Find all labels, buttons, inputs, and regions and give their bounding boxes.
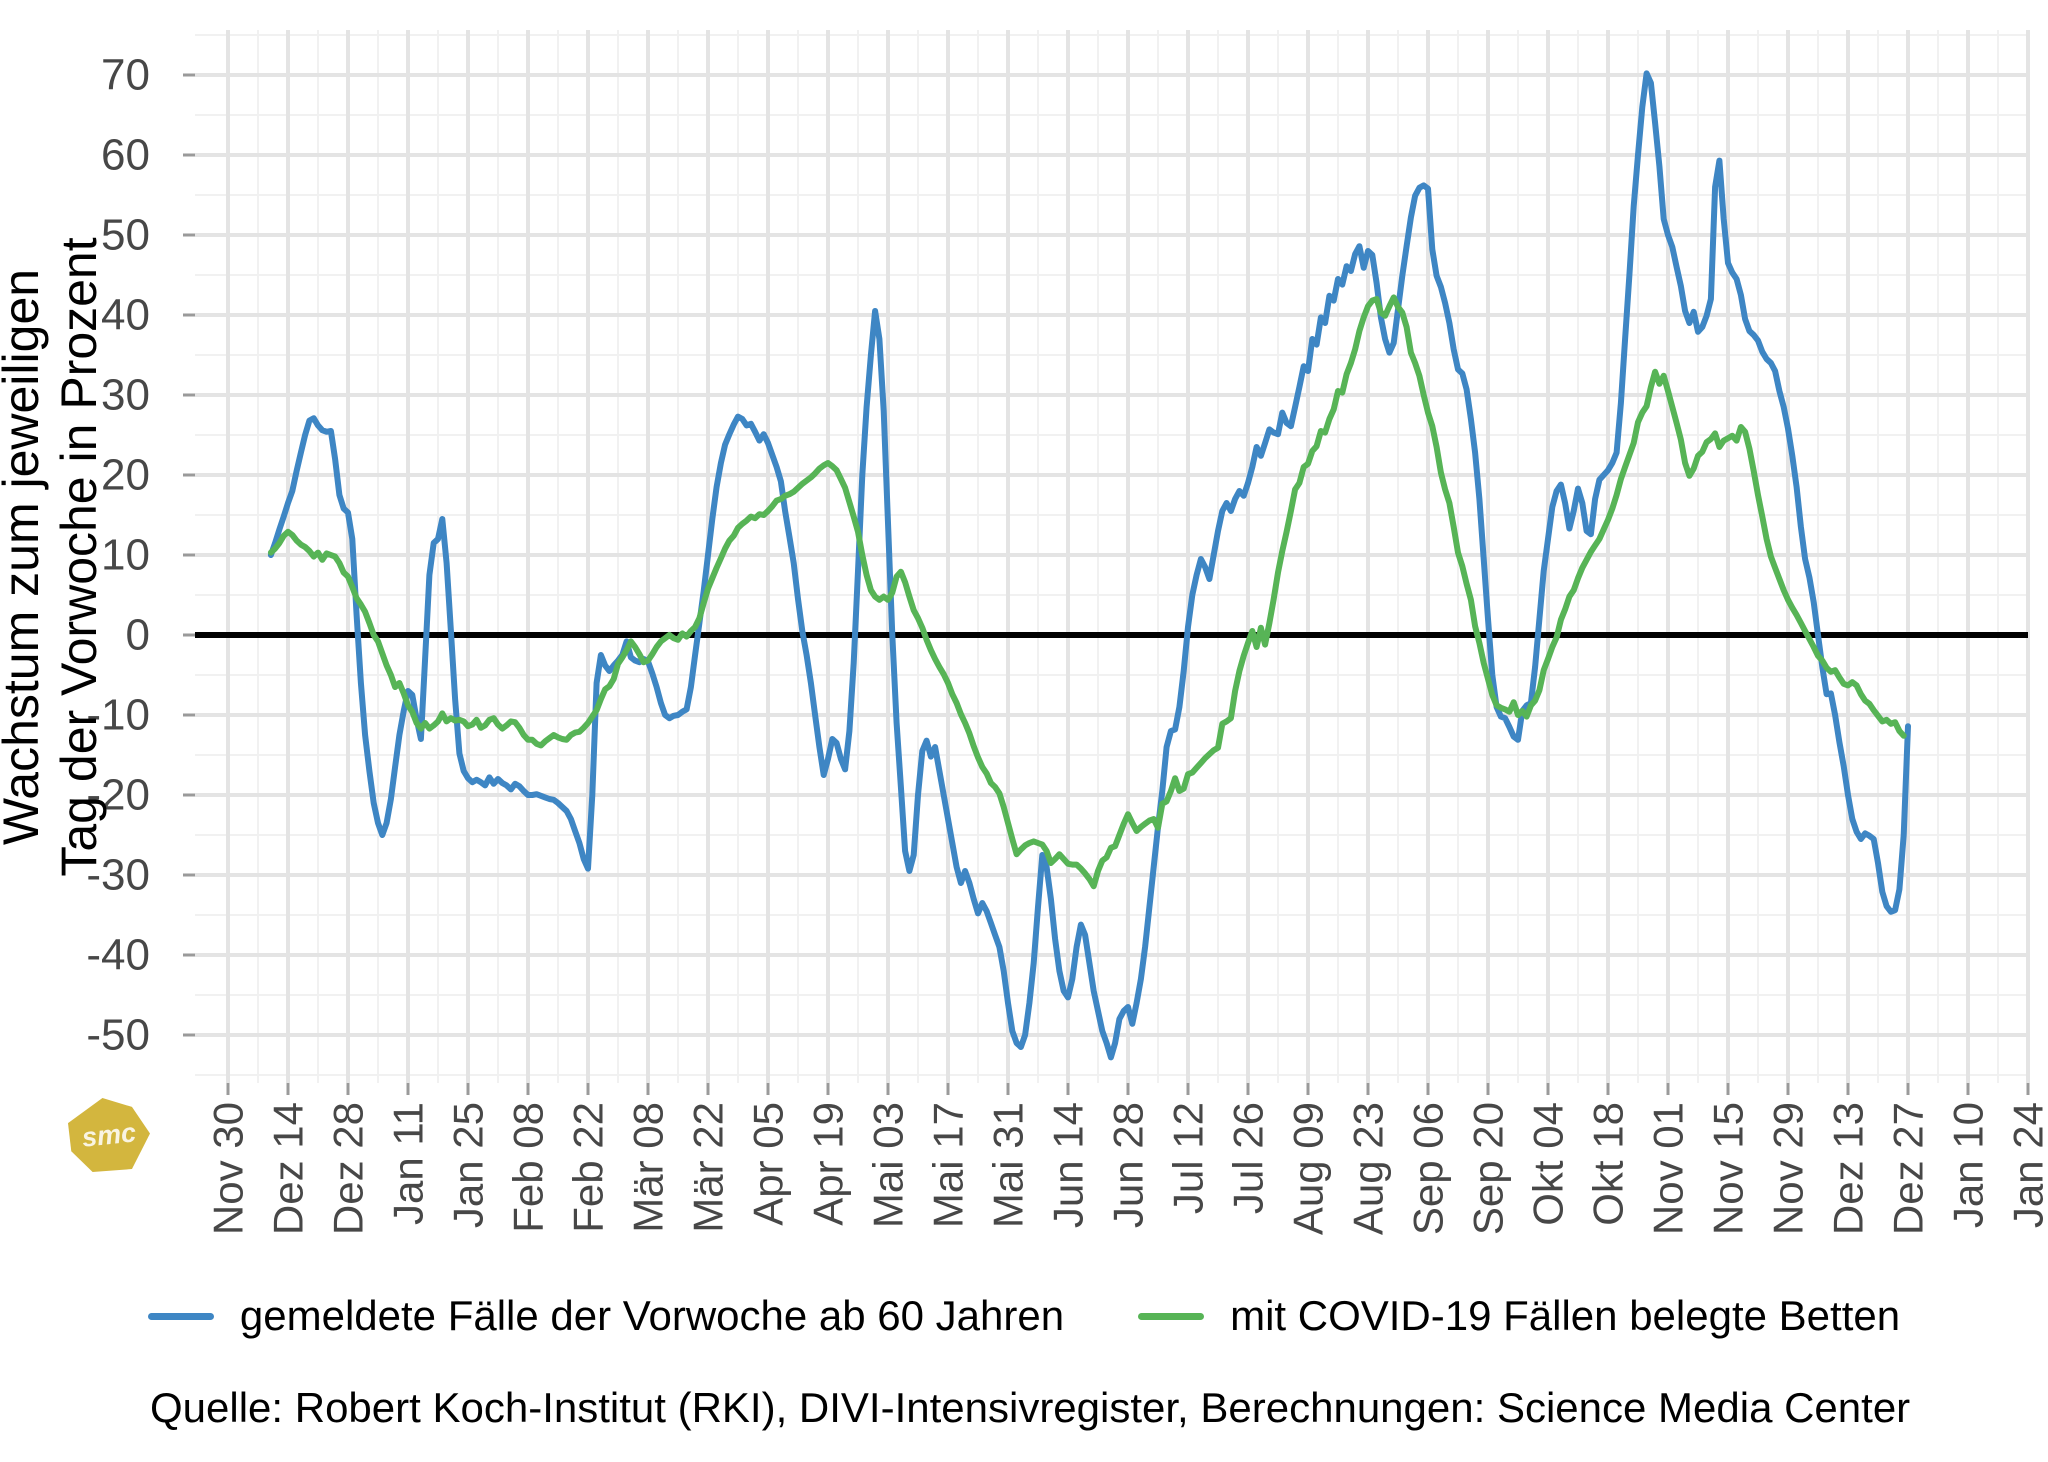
x-tick-label: Okt 18 <box>1585 1102 1632 1226</box>
series-line-cases-blue <box>267 70 1911 1061</box>
grid-major <box>195 30 2030 1083</box>
x-tick-label: Jan 11 <box>385 1102 432 1225</box>
y-tick-label: 20 <box>101 451 150 500</box>
x-tick-label: Jan 24 <box>2005 1102 2048 1228</box>
x-tick-label: Jun 28 <box>1105 1102 1152 1228</box>
x-tick-label: Jan 10 <box>1945 1102 1992 1228</box>
y-axis-title-line1: Wachstum zum jeweiligen <box>0 269 49 845</box>
x-tick-label: Feb 08 <box>505 1102 552 1233</box>
y-tick-label: -30 <box>86 851 150 900</box>
series-lines <box>267 70 1911 1061</box>
y-axis-labels: 70 60 50 40 30 20 10 0 -10 -20 -30 -40 -50 <box>86 51 150 1060</box>
x-tick-label: Nov 15 <box>1705 1102 1752 1235</box>
x-tick-label: Jun 14 <box>1045 1102 1092 1228</box>
series-line-beds-green <box>267 294 1907 890</box>
y-tick-label: 70 <box>101 51 150 100</box>
legend-item-cases: gemeldete Fälle der Vorwoche ab 60 Jahre… <box>147 1292 1065 1340</box>
y-tick-label: 0 <box>126 611 150 660</box>
x-tick-label: Mai 31 <box>985 1102 1032 1228</box>
y-tick-label: -40 <box>86 931 150 980</box>
x-tick-label: Mai 17 <box>925 1102 972 1228</box>
y-tick-label: 40 <box>101 291 150 340</box>
y-tick-label: 50 <box>101 211 150 260</box>
y-tick-label: -50 <box>86 1011 150 1060</box>
x-tick-label: Mär 22 <box>685 1102 732 1233</box>
x-tick-label: Sep 06 <box>1405 1102 1452 1235</box>
legend-label-cases: gemeldete Fälle der Vorwoche ab 60 Jahre… <box>239 1292 1065 1339</box>
x-tick-label: Dez 14 <box>265 1102 312 1235</box>
x-axis-labels: Nov 30 Dez 14 Dez 28 Jan 11 Jan 25 Feb 08 Feb … <box>205 1102 2048 1235</box>
x-tick-label: Nov 01 <box>1645 1102 1692 1235</box>
x-tick-label: Jul 12 <box>1165 1102 1212 1214</box>
legend: gemeldete Fälle der Vorwoche ab 60 Jahre… <box>0 1292 2048 1340</box>
x-tick-label: Aug 09 <box>1285 1102 1332 1235</box>
y-tick-label: -20 <box>86 771 150 820</box>
smc-logo-text: smc <box>80 1116 138 1153</box>
x-tick-label: Apr 19 <box>805 1102 852 1226</box>
x-tick-label: Dez 13 <box>1825 1102 1872 1235</box>
x-tick-label: Aug 23 <box>1345 1102 1392 1235</box>
x-tick-label: Jul 26 <box>1225 1102 1272 1214</box>
x-tick-label: Jan 25 <box>445 1102 492 1228</box>
y-tick-label: 60 <box>101 131 150 180</box>
x-tick-label: Nov 29 <box>1765 1102 1812 1235</box>
legend-item-beds: mit COVID-19 Fällen belegte Betten <box>1138 1292 1900 1340</box>
legend-label-beds: mit COVID-19 Fällen belegte Betten <box>1230 1292 1901 1339</box>
source-credit: Quelle: Robert Koch-Institut (RKI), DIVI… <box>150 1384 1911 1431</box>
y-tick-label: 30 <box>101 371 150 420</box>
y-tick-label: 10 <box>101 531 150 580</box>
x-tick-label: Dez 27 <box>1885 1102 1932 1235</box>
x-tick-label: Okt 04 <box>1525 1102 1572 1226</box>
x-tick-label: Mär 08 <box>625 1102 672 1233</box>
x-tick-label: Feb 22 <box>565 1102 612 1233</box>
x-tick-label: Mai 03 <box>865 1102 912 1228</box>
x-tick-label: Nov 30 <box>205 1102 252 1235</box>
y-tick-label: -10 <box>86 691 150 740</box>
x-tick-label: Apr 05 <box>745 1102 792 1226</box>
legend-swatch-green <box>1138 1312 1205 1320</box>
legend-swatch-blue <box>147 1312 214 1320</box>
x-tick-label: Dez 28 <box>325 1102 372 1235</box>
axis-tick-marks <box>183 73 2030 1095</box>
y-axis-title-line2: Tag der Vorwoche in Prozent <box>51 237 107 876</box>
x-tick-label: Sep 20 <box>1465 1102 1512 1235</box>
